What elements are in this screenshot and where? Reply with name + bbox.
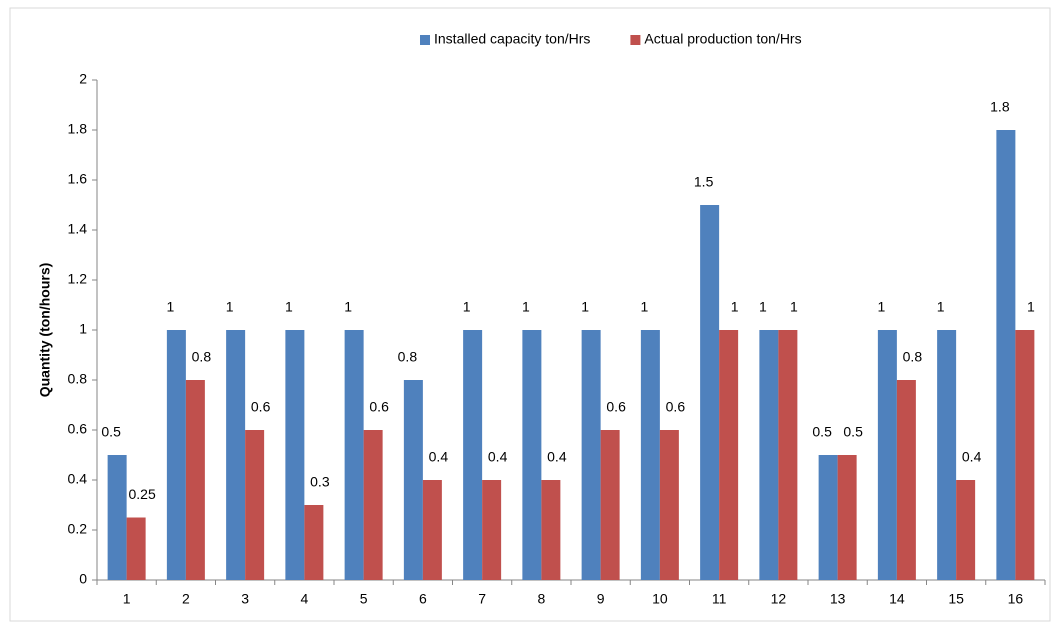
x-tick-label: 15 <box>948 591 964 607</box>
y-tick-label: 1 <box>79 321 87 337</box>
data-label: 1 <box>285 299 293 315</box>
y-tick-label: 0.8 <box>68 371 88 387</box>
bar <box>956 480 976 580</box>
bar <box>107 455 127 580</box>
data-label: 1 <box>1027 299 1035 315</box>
data-label: 0.4 <box>962 449 982 465</box>
data-label: 0.8 <box>398 349 418 365</box>
bar <box>600 430 620 580</box>
bar <box>245 430 265 580</box>
x-tick-label: 12 <box>771 591 787 607</box>
bar <box>403 380 423 580</box>
legend-label: Actual production ton/Hrs <box>644 31 801 47</box>
bar <box>700 205 720 580</box>
data-label: 0.5 <box>812 424 832 440</box>
data-label: 1 <box>581 299 589 315</box>
bar <box>226 330 246 580</box>
y-tick-label: 1.4 <box>68 221 88 237</box>
x-tick-label: 9 <box>597 591 605 607</box>
legend-swatch <box>630 35 641 45</box>
bar <box>778 330 798 580</box>
y-tick-label: 1.6 <box>68 171 88 187</box>
bar <box>344 330 364 580</box>
data-label: 1 <box>226 299 234 315</box>
data-label: 1 <box>759 299 767 315</box>
legend-swatch <box>420 35 430 45</box>
y-tick-label: 0.4 <box>68 471 88 487</box>
y-tick-label: 0 <box>79 571 87 587</box>
bar <box>877 330 897 580</box>
bar <box>363 430 383 580</box>
data-label: 1 <box>790 299 798 315</box>
x-tick-label: 8 <box>537 591 545 607</box>
data-label: 1 <box>640 299 648 315</box>
bar <box>1015 330 1035 580</box>
bar <box>996 130 1016 580</box>
x-tick-label: 13 <box>830 591 846 607</box>
data-label: 1.8 <box>990 99 1010 115</box>
data-label: 0.6 <box>606 399 626 415</box>
y-axis-label: Quantity (ton/hours) <box>37 263 53 398</box>
bar <box>522 330 542 580</box>
y-tick-label: 0.6 <box>68 421 88 437</box>
bar <box>837 455 857 580</box>
bar <box>818 455 838 580</box>
x-tick-label: 5 <box>360 591 368 607</box>
x-tick-label: 14 <box>889 591 905 607</box>
bar <box>422 480 442 580</box>
bar <box>719 330 739 580</box>
data-label: 0.5 <box>101 424 121 440</box>
y-tick-label: 1.8 <box>68 121 88 137</box>
bar <box>482 480 502 580</box>
x-tick-label: 7 <box>478 591 486 607</box>
x-tick-label: 11 <box>712 591 727 607</box>
bar <box>463 330 483 580</box>
data-label: 1 <box>166 299 174 315</box>
bar <box>759 330 779 580</box>
bar <box>541 480 561 580</box>
data-label: 0.6 <box>251 399 271 415</box>
x-tick-label: 1 <box>123 591 131 607</box>
data-label: 0.5 <box>843 424 863 440</box>
bar <box>304 505 324 580</box>
data-label: 1 <box>731 299 739 315</box>
bar <box>285 330 305 580</box>
x-tick-label: 10 <box>652 591 668 607</box>
bar <box>937 330 957 580</box>
data-label: 0.4 <box>429 449 449 465</box>
bar <box>659 430 679 580</box>
data-label: 1.5 <box>694 174 714 190</box>
bar <box>166 330 186 580</box>
y-tick-label: 0.2 <box>68 521 88 537</box>
data-label: 1 <box>522 299 530 315</box>
bar <box>185 380 205 580</box>
bar <box>640 330 660 580</box>
x-tick-label: 4 <box>300 591 308 607</box>
data-label: 0.4 <box>488 449 508 465</box>
x-tick-label: 6 <box>419 591 427 607</box>
x-tick-label: 3 <box>241 591 249 607</box>
data-label: 1 <box>463 299 471 315</box>
x-tick-label: 2 <box>182 591 190 607</box>
x-tick-label: 16 <box>1008 591 1024 607</box>
data-label: 0.6 <box>369 399 389 415</box>
data-label: 0.4 <box>547 449 567 465</box>
data-label: 0.8 <box>903 349 923 365</box>
y-tick-label: 2 <box>79 71 87 87</box>
bar <box>126 517 146 580</box>
bar <box>896 380 916 580</box>
data-label: 1 <box>877 299 885 315</box>
legend-label: Installed capacity ton/Hrs <box>434 31 590 47</box>
data-label: 1 <box>937 299 945 315</box>
y-tick-label: 1.2 <box>68 271 88 287</box>
data-label: 1 <box>344 299 352 315</box>
data-label: 0.6 <box>666 399 686 415</box>
bar <box>581 330 601 580</box>
data-label: 0.8 <box>192 349 212 365</box>
data-label: 0.25 <box>129 486 156 502</box>
data-label: 0.3 <box>310 474 330 490</box>
